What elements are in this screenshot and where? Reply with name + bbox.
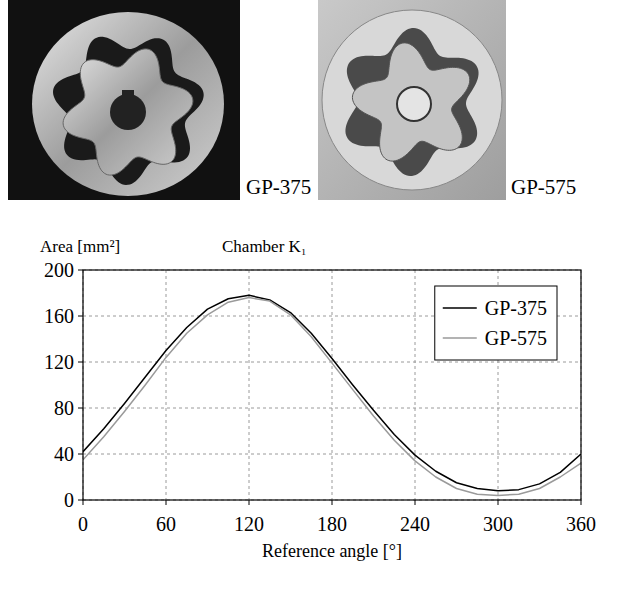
legend: GP-375 GP-575 [435,286,557,360]
photo-gp-575 [318,0,506,200]
rotor-cavity [53,37,204,185]
outer-rotor [32,12,224,196]
tick-mark [78,316,83,317]
inner-rotor [352,43,469,161]
legend-label: GP-375 [485,297,547,319]
photo-gp-375 [8,0,240,200]
photo-label: GP-375 [246,175,311,199]
x-tick-label: 240 [400,513,430,535]
grid [83,270,581,500]
grid-line [83,454,581,455]
tick-mark [83,500,84,505]
grid-line [249,270,250,500]
outer-rotor [322,10,502,190]
tick-mark [78,270,83,271]
legend-swatch [443,307,477,309]
grid-line [332,270,333,500]
series-line [83,298,581,496]
photo-background [8,0,240,200]
y-tick-label: 40 [54,443,74,465]
tick-mark [332,500,333,505]
y-tick-label: 160 [44,305,74,327]
bore [397,87,431,121]
x-tick-label: 0 [78,513,88,535]
tick-mark [78,408,83,409]
figure: GP-375 GP-575 Area [mm²] Chamber K₁ 0 40 80 120… [0,0,634,591]
plot-frame [83,270,581,500]
tick-mark [498,500,499,505]
bore [110,94,146,130]
ticks: 0 40 80 120 160 200 0 60 120 180 240 300 360 [44,259,596,535]
chart-title: Chamber K₁ [222,237,307,256]
tick-mark [249,500,250,505]
x-axis-title: Reference angle [°] [262,541,402,561]
y-tick-label: 0 [64,489,74,511]
tick-mark [78,500,83,501]
tick-mark [581,500,582,505]
key-slot [122,90,134,96]
legend-label: GP-575 [485,327,547,349]
y-tick-label: 120 [44,351,74,373]
legend-box [435,286,557,360]
y-axis-title: Area [mm²] [40,237,120,256]
y-tick-label: 80 [54,397,74,419]
y-tick-label: 200 [44,259,74,281]
rotor-cavity [345,28,478,176]
photo-label: GP-575 [511,175,576,199]
photo-background [318,0,506,200]
legend-swatch [443,337,477,339]
x-tick-label: 360 [566,513,596,535]
tick-mark [78,454,83,455]
grid-line [166,270,167,500]
tick-mark [415,500,416,505]
x-tick-label: 180 [317,513,347,535]
x-tick-label: 60 [156,513,176,535]
tick-mark [166,500,167,505]
inner-rotor [63,49,193,175]
grid-line [415,270,416,500]
x-tick-label: 120 [234,513,264,535]
tick-mark [78,362,83,363]
x-tick-label: 300 [483,513,513,535]
